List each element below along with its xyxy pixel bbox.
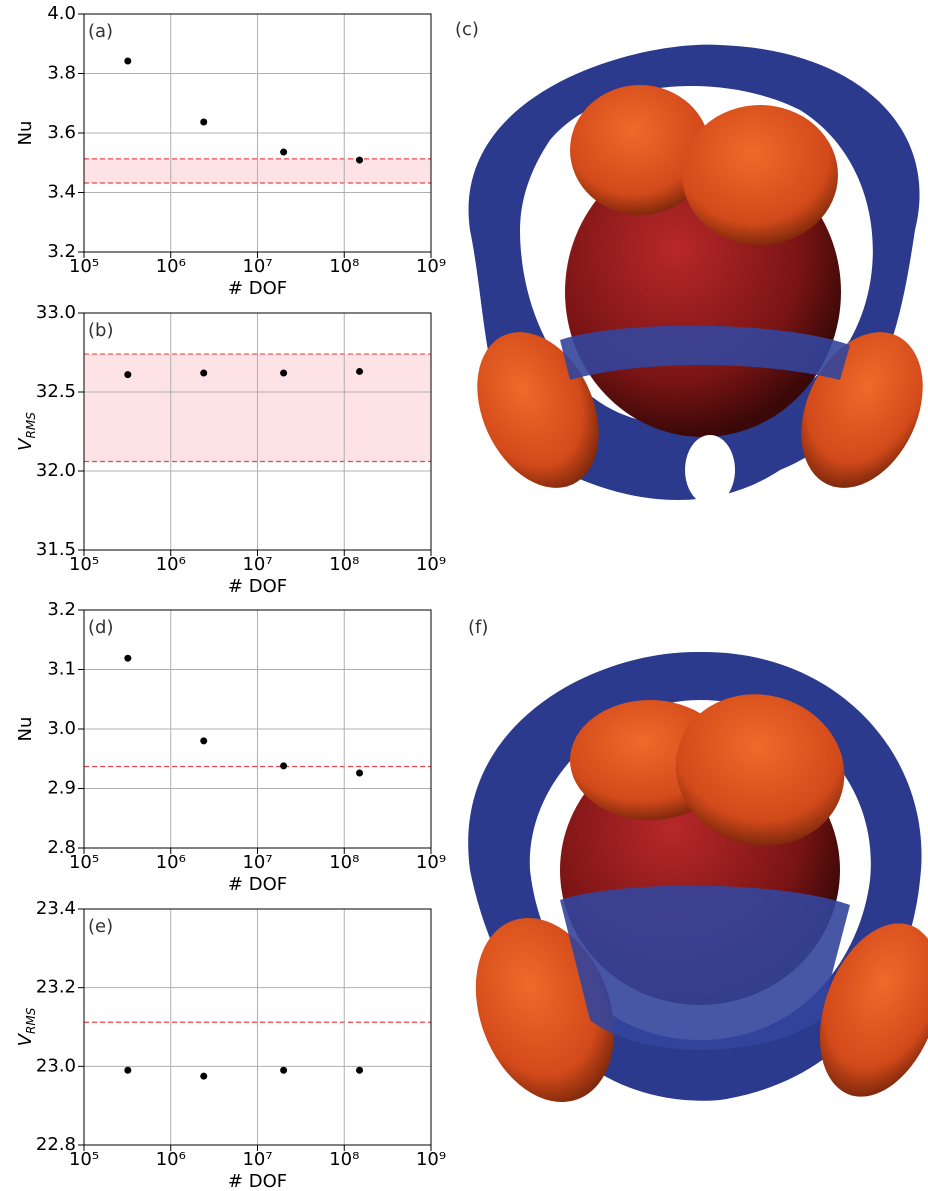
y-axis-label: VRMS [15, 412, 38, 451]
data-point [124, 371, 131, 378]
y-tick-label: 2.8 [47, 837, 76, 858]
y-axis-label: Nu [15, 717, 36, 742]
y-axis-label-sub: RMS [24, 412, 38, 439]
y-tick-label: 31.5 [36, 539, 76, 560]
x-tick-label: 10⁷ [242, 852, 272, 873]
y-tick-label: 32.5 [36, 381, 76, 402]
data-point [200, 1073, 207, 1080]
x-tick-label: 10⁶ [156, 256, 186, 277]
orange-lobe [682, 105, 838, 245]
x-tick-label: 10⁸ [329, 852, 359, 873]
panel-label: (a) [88, 21, 113, 42]
y-tick-label: 3.2 [47, 241, 76, 262]
x-tick-label: 10⁶ [156, 1149, 186, 1170]
data-point [200, 118, 207, 125]
panel-label: (e) [88, 916, 113, 937]
x-axis-label: # DOF [228, 1171, 287, 1191]
data-point [124, 655, 131, 662]
render-c: (c) [453, 19, 928, 508]
data-point [356, 368, 363, 375]
panel-label: (b) [88, 320, 113, 341]
panel-label: (d) [88, 617, 113, 638]
y-tick-label: 2.9 [47, 778, 76, 799]
data-point [124, 1067, 131, 1074]
x-axis-label: # DOF [228, 576, 287, 597]
x-tick-label: 10⁶ [156, 852, 186, 873]
x-tick-label: 10⁶ [156, 554, 186, 575]
y-axis-label: Nu [15, 121, 36, 146]
panel-label: (f) [468, 617, 488, 638]
y-tick-label: 23.4 [36, 898, 76, 919]
y-tick-label: 4.0 [47, 3, 76, 24]
x-tick-label: 10⁹ [416, 1149, 446, 1170]
panel-label: (c) [455, 19, 479, 40]
render-f: (f) [451, 617, 928, 1122]
y-tick-label: 32.0 [36, 460, 76, 481]
x-tick-label: 10⁷ [242, 1149, 272, 1170]
data-point [356, 770, 363, 777]
y-axis-label-sub: RMS [24, 1007, 38, 1034]
y-axis-label-main: Nu [15, 121, 36, 146]
x-tick-label: 10⁹ [416, 554, 446, 575]
x-tick-label: 10⁸ [329, 256, 359, 277]
x-tick-label: 10⁷ [242, 554, 272, 575]
figure: (c) (f) 10⁵10⁶10⁷10⁸10⁹3.23.43.63.84.0(a… [0, 0, 928, 1191]
y-tick-label: 3.2 [47, 599, 76, 620]
data-point [280, 1067, 287, 1074]
y-tick-label: 3.0 [47, 718, 76, 739]
hole [685, 435, 735, 505]
y-tick-label: 33.0 [36, 302, 76, 323]
data-point [280, 149, 287, 156]
data-point [356, 1067, 363, 1074]
x-tick-label: 10⁹ [416, 852, 446, 873]
data-point [280, 370, 287, 377]
y-tick-label: 3.6 [47, 122, 76, 143]
x-axis-label: # DOF [228, 874, 287, 895]
y-tick-label: 23.0 [36, 1055, 76, 1076]
y-tick-label: 23.2 [36, 977, 76, 998]
x-tick-label: 10⁸ [329, 554, 359, 575]
y-tick-label: 3.4 [47, 182, 76, 203]
x-tick-label: 10⁷ [242, 256, 272, 277]
data-point [200, 737, 207, 744]
data-point [124, 58, 131, 65]
x-tick-label: 10⁸ [329, 1149, 359, 1170]
y-tick-label: 3.8 [47, 63, 76, 84]
data-point [280, 762, 287, 769]
y-axis-label: VRMS [15, 1007, 38, 1046]
y-tick-label: 22.8 [36, 1134, 76, 1155]
y-axis-label-main: Nu [15, 717, 36, 742]
data-point [356, 157, 363, 164]
y-tick-label: 3.1 [47, 659, 76, 680]
x-tick-label: 10⁹ [416, 256, 446, 277]
data-point [200, 370, 207, 377]
x-axis-label: # DOF [228, 278, 287, 299]
blue-band [560, 886, 850, 1050]
